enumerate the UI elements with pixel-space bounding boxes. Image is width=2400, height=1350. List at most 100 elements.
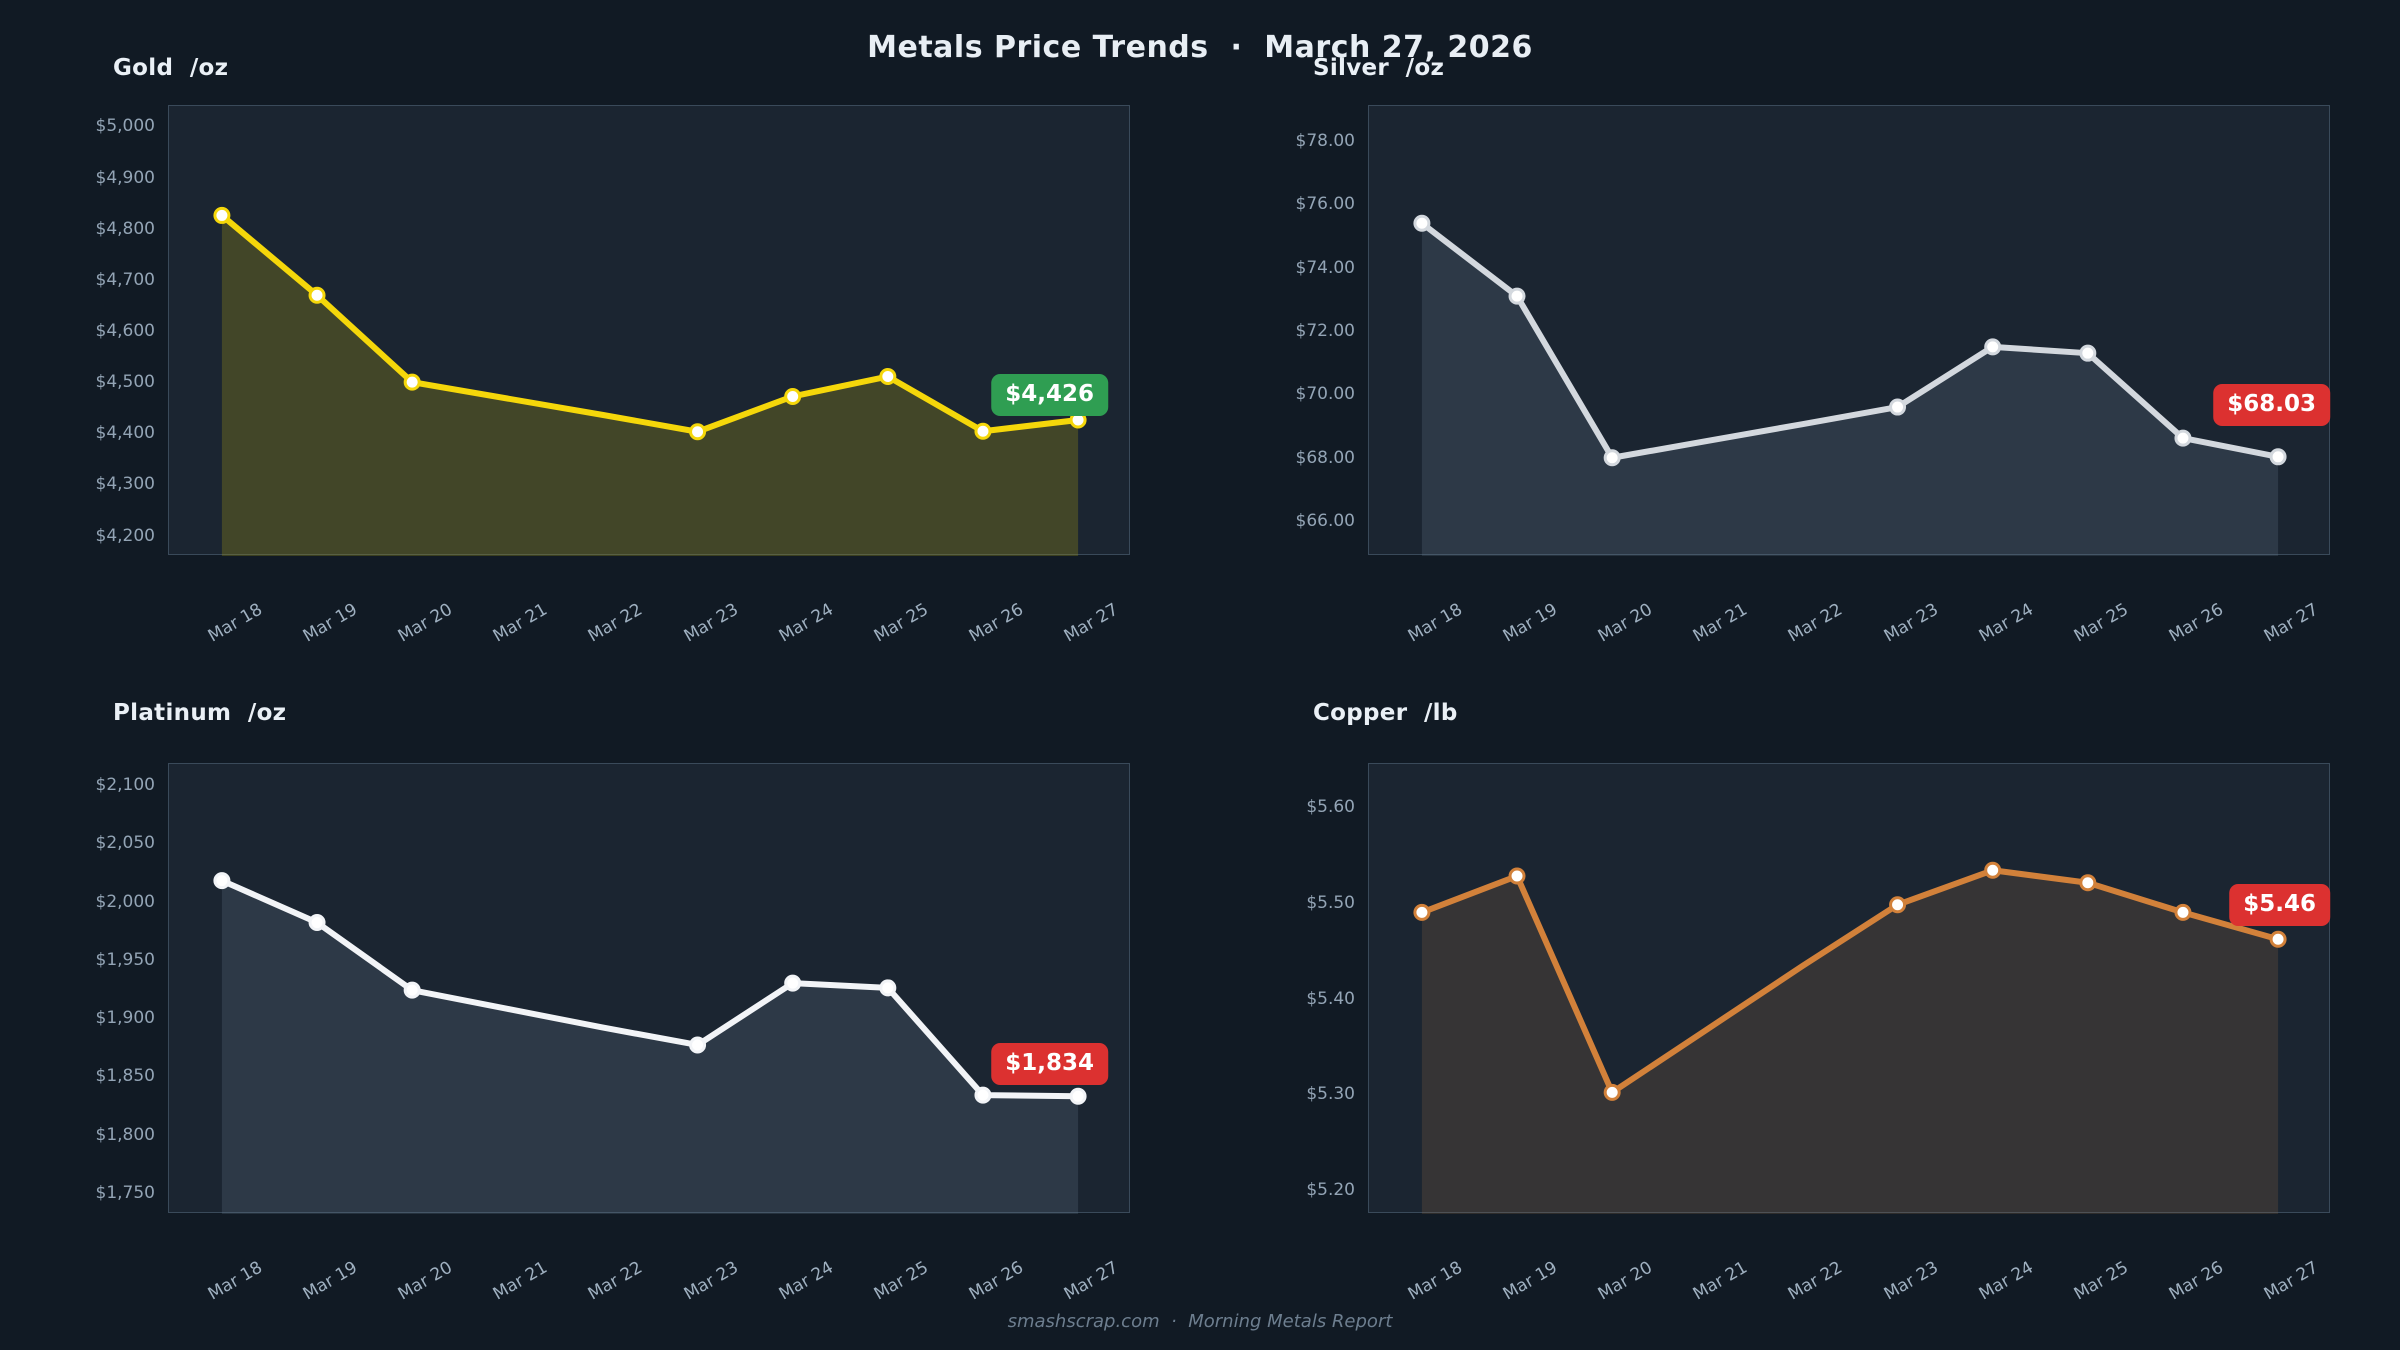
y-axis-tick: $4,200 bbox=[95, 525, 155, 546]
data-point-marker[interactable] bbox=[2079, 874, 2097, 892]
y-axis-tick: $70.00 bbox=[1295, 384, 1355, 405]
data-point-marker[interactable] bbox=[1508, 287, 1526, 305]
data-point-marker[interactable] bbox=[1508, 867, 1526, 885]
data-point-marker[interactable] bbox=[974, 422, 992, 440]
y-axis-tick: $68.00 bbox=[1295, 447, 1355, 468]
series-silver bbox=[1413, 214, 2287, 556]
x-axis-tick: Mar 25 bbox=[870, 1257, 932, 1305]
y-axis-tick: $4,500 bbox=[95, 372, 155, 393]
y-axis-tick: $2,100 bbox=[95, 774, 155, 795]
data-point-marker[interactable] bbox=[2269, 448, 2287, 466]
y-axis-tick: $74.00 bbox=[1295, 257, 1355, 278]
y-axis-tick: $1,750 bbox=[95, 1183, 155, 1203]
x-axis-tick: Mar 22 bbox=[585, 599, 647, 647]
y-axis-tick: $66.00 bbox=[1295, 511, 1355, 532]
data-point-marker[interactable] bbox=[879, 368, 897, 386]
x-axis-tick: Mar 22 bbox=[1785, 599, 1847, 647]
chart-title-platinum: Platinum /oz bbox=[113, 700, 287, 726]
y-axis-tick: $4,300 bbox=[95, 474, 155, 495]
y-axis-tick: $5.30 bbox=[1306, 1084, 1355, 1105]
data-point-marker[interactable] bbox=[1889, 398, 1907, 416]
series-platinum bbox=[213, 872, 1087, 1214]
series-line bbox=[218, 212, 1082, 435]
x-axis-tick: Mar 22 bbox=[585, 1257, 647, 1305]
x-axis-tick: Mar 25 bbox=[2070, 1257, 2132, 1305]
data-point-marker[interactable] bbox=[2079, 344, 2097, 362]
data-point-marker[interactable] bbox=[1069, 1087, 1087, 1105]
latest-price-badge-platinum: $1,834 bbox=[991, 1043, 1108, 1085]
x-axis-tick: Mar 27 bbox=[1060, 599, 1122, 647]
x-axis-tick: Mar 18 bbox=[1404, 1257, 1466, 1305]
series-line bbox=[218, 877, 1082, 1100]
data-point-marker[interactable] bbox=[784, 387, 802, 405]
x-axis-tick: Mar 19 bbox=[1499, 599, 1561, 647]
x-axis-tick: Mar 19 bbox=[1499, 1257, 1561, 1305]
x-axis-tick: Mar 18 bbox=[204, 599, 266, 647]
x-axis-tick: Mar 26 bbox=[2165, 1257, 2227, 1305]
data-point-marker[interactable] bbox=[689, 1036, 707, 1054]
area-fill bbox=[1421, 223, 2279, 556]
x-axis-tick: Mar 27 bbox=[2260, 1257, 2322, 1305]
data-point-marker[interactable] bbox=[1413, 903, 1431, 921]
x-axis-tick: Mar 25 bbox=[870, 599, 932, 647]
x-axis-tick: Mar 21 bbox=[1690, 1257, 1752, 1305]
data-point-marker[interactable] bbox=[308, 914, 326, 932]
latest-price-badge-silver: $68.03 bbox=[2213, 384, 2330, 426]
data-point-marker[interactable] bbox=[2269, 930, 2287, 948]
x-axis-tick: Mar 23 bbox=[1880, 1257, 1942, 1305]
x-axis-tick: Mar 24 bbox=[1975, 1257, 2037, 1305]
data-point-marker[interactable] bbox=[1413, 214, 1431, 232]
data-point-marker[interactable] bbox=[308, 286, 326, 304]
area-fill bbox=[221, 215, 1079, 556]
chart-title-silver: Silver /oz bbox=[1313, 55, 1445, 81]
series-line bbox=[1418, 220, 2282, 461]
y-axis-tick: $4,900 bbox=[95, 167, 155, 188]
x-axis-tick: Mar 23 bbox=[680, 1257, 742, 1305]
chart-title-gold: Gold /oz bbox=[113, 55, 229, 81]
data-point-marker[interactable] bbox=[879, 979, 897, 997]
x-axis-tick: Mar 20 bbox=[1594, 1257, 1657, 1305]
area-fill bbox=[1421, 870, 2279, 1214]
data-point-marker[interactable] bbox=[213, 206, 231, 224]
y-axis-tick: $5,000 bbox=[95, 116, 155, 137]
panel-gold: Gold /oz $4,200 $4,300 $4,400 $4,500 $4,600 $4… bbox=[96, 55, 1160, 646]
latest-price-badge-gold: $4,426 bbox=[991, 374, 1108, 416]
plot-area-gold: $4,200 $4,300 $4,400 $4,500 $4,600 $4,700 $4,8… bbox=[96, 105, 1130, 646]
panel-silver: Silver /oz $66.00 $68.00 $70.00 $72.00 $74.00… bbox=[1296, 55, 2360, 646]
data-point-marker[interactable] bbox=[1603, 1083, 1621, 1101]
data-point-marker[interactable] bbox=[403, 981, 421, 999]
series-line bbox=[1418, 867, 2282, 1096]
y-axis-tick: $78.00 bbox=[1295, 130, 1355, 151]
page-title: Metals Price Trends · March 27, 2026 bbox=[867, 30, 1533, 65]
x-axis-tick: Mar 18 bbox=[1404, 599, 1466, 647]
y-axis-tick: $1,850 bbox=[95, 1066, 155, 1087]
x-axis-tick: Mar 27 bbox=[2260, 599, 2322, 647]
data-point-marker[interactable] bbox=[213, 872, 231, 890]
y-axis-tick: $1,950 bbox=[95, 949, 155, 970]
data-point-marker[interactable] bbox=[1889, 896, 1907, 914]
x-axis-tick: Mar 24 bbox=[775, 1257, 837, 1305]
y-axis-tick: $4,700 bbox=[95, 269, 155, 290]
chart-title-copper: Copper /lb bbox=[1313, 700, 1458, 726]
x-axis-tick: Mar 26 bbox=[965, 1257, 1027, 1305]
x-axis-tick: Mar 22 bbox=[1785, 1257, 1847, 1305]
data-point-marker[interactable] bbox=[1984, 861, 2002, 879]
data-point-marker[interactable] bbox=[784, 974, 802, 992]
area-fill bbox=[221, 880, 1079, 1214]
data-point-marker[interactable] bbox=[1984, 338, 2002, 356]
data-point-marker[interactable] bbox=[689, 423, 707, 441]
y-axis-tick: $5.50 bbox=[1306, 892, 1355, 913]
x-axis-tick: Mar 21 bbox=[490, 1257, 552, 1305]
x-axis-tick: Mar 23 bbox=[680, 599, 742, 647]
data-point-marker[interactable] bbox=[1603, 449, 1621, 467]
data-point-marker[interactable] bbox=[2174, 903, 2192, 921]
x-axis-tick: Mar 23 bbox=[1880, 599, 1942, 647]
data-point-marker[interactable] bbox=[974, 1086, 992, 1104]
data-point-marker[interactable] bbox=[2174, 429, 2192, 447]
x-axis-tick: Mar 19 bbox=[299, 599, 361, 647]
x-axis-tick: Mar 26 bbox=[965, 599, 1027, 647]
y-axis-tick: $5.20 bbox=[1306, 1180, 1355, 1201]
x-axis-tick: Mar 26 bbox=[2165, 599, 2227, 647]
y-axis-tick: $2,050 bbox=[95, 833, 155, 854]
data-point-marker[interactable] bbox=[403, 373, 421, 391]
